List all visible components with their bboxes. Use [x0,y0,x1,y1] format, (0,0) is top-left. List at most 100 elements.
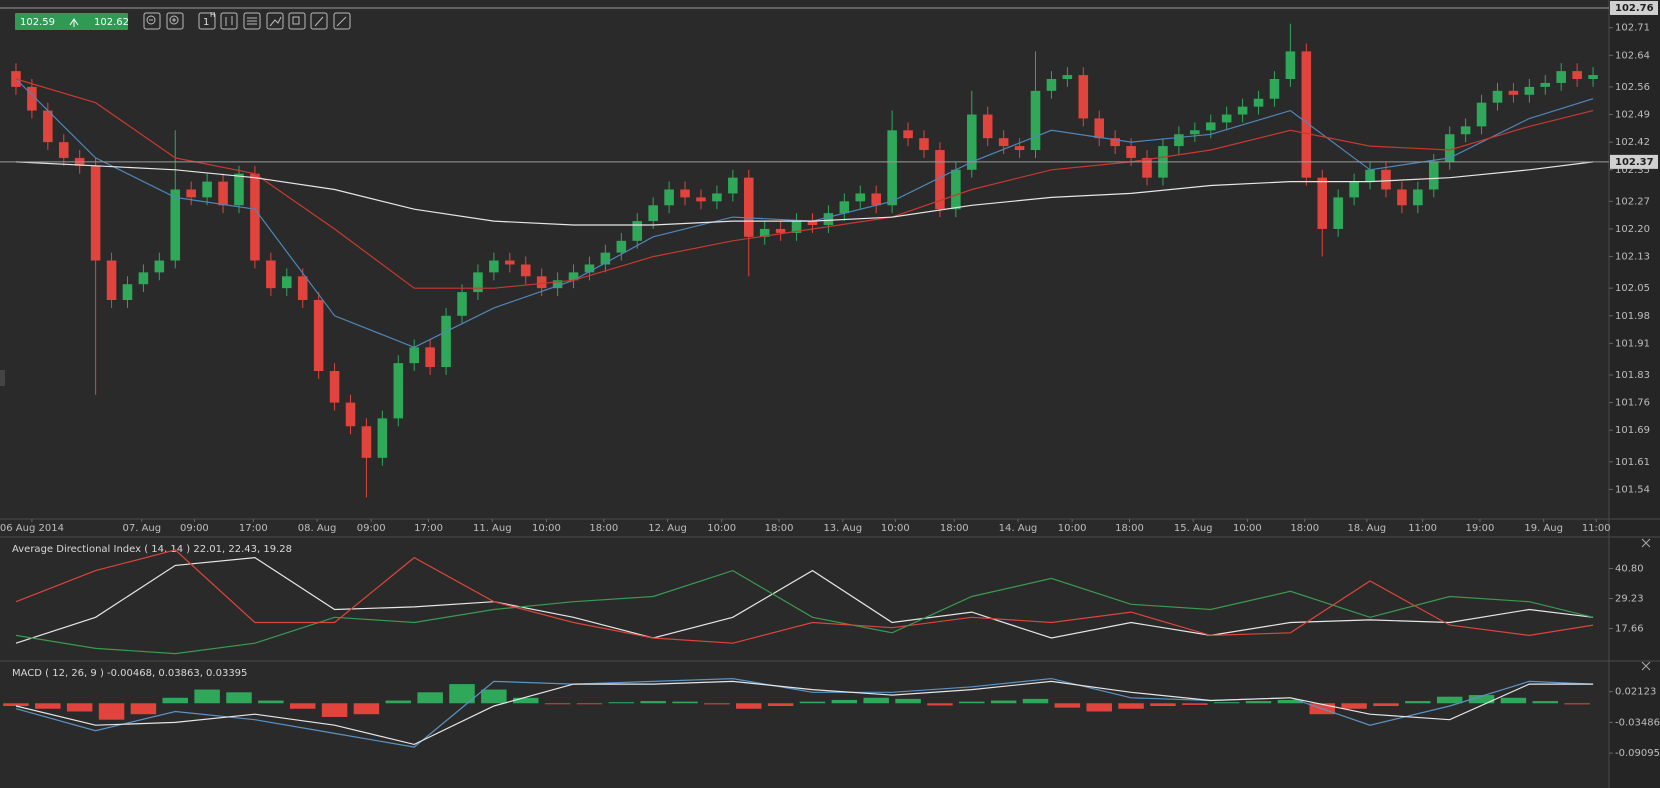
candle-body [1237,106,1248,115]
y-tick-label: 102.42 [1615,137,1650,148]
indicators[interactable] [243,12,261,30]
candle-body [759,228,770,237]
histogram-bar [927,703,953,706]
candle-body [998,138,1009,147]
histogram-bar [194,689,220,704]
candle-body [43,110,53,143]
histogram-bar [1086,703,1112,712]
panel: 101.54 101.61 101.69 101.76 101.83 101.91 101.… [0,0,1658,534]
candle-body [202,181,212,198]
candle-body [1046,79,1057,91]
candle-body [457,292,467,316]
candle-body [743,177,754,237]
zoom-out[interactable] [143,12,161,30]
x-tick-label: 13. Aug [823,523,862,534]
candle-body [951,169,961,210]
y-tick-label: 102.27 [1615,196,1650,207]
candle-body [1110,138,1120,147]
y-tick-label: 101.98 [1615,311,1650,322]
side-handle[interactable] [0,370,5,386]
x-tick-label: 06 Aug 2014 [0,523,64,534]
x-tick-label: 10:00 [1233,523,1262,534]
histogram-bar [959,701,985,704]
candle-body [903,130,913,139]
x-tick-label: 10:00 [707,523,736,534]
histogram-bar [1500,697,1527,704]
histogram-bar [544,703,571,705]
price-marker: 102.37 [1615,157,1654,168]
x-tick-label: 07. Aug [123,523,162,534]
ask: 102.62 [94,17,129,28]
candle-body [648,205,658,222]
x-tick-label: 10:00 [532,523,561,534]
histogram-bar [640,701,666,704]
candle-body [1190,130,1200,135]
pencil[interactable] [333,12,351,30]
candle-body [919,138,929,151]
candle-body [313,299,324,372]
candle-body [441,315,451,368]
candle-body [1301,51,1312,178]
edit[interactable] [310,12,328,30]
histogram-bar [576,703,603,705]
y-tick-label: 102.71 [1615,23,1650,34]
candle-body [967,114,977,170]
y-tick-label: 102.56 [1615,82,1650,93]
candle-body [250,173,260,261]
x-tick-label: 18:00 [940,523,969,534]
histogram-bar [672,701,698,704]
y-tick-label: 101.91 [1615,338,1650,349]
candle-body [1381,169,1391,190]
x-tick-label: 11. Aug [473,523,512,534]
candle-body [887,130,897,206]
arrow-icon [69,18,79,27]
histogram-bar [512,697,539,704]
y-tick-label: 17.66 [1615,624,1644,635]
line [15,549,1594,644]
histogram-bar [289,703,316,709]
candle-body [1428,161,1439,190]
x-tick-label: 11:00 [1408,523,1437,534]
copy[interactable] [288,12,306,30]
candle-body [1205,122,1216,131]
candle-body [1030,90,1041,151]
histogram-bar [767,703,794,707]
candle-body [1333,197,1343,229]
x-tick-label: 12. Aug [648,523,687,534]
candle-body [1572,71,1582,80]
candle-body [297,276,308,300]
y-tick-label: 102.05 [1615,283,1650,294]
candle-body [807,221,818,226]
histogram-bar [1118,703,1144,709]
close-panel[interactable] [1641,661,1651,671]
timeframe-button[interactable] [198,12,216,30]
x-tick-label: 11:00 [1582,523,1611,534]
candle-body [138,272,149,285]
y-tick-label: 40.80 [1615,564,1644,575]
candle-body [90,165,101,261]
candle-body [1508,90,1519,95]
x-tick-label: 18. Aug [1348,523,1387,534]
x-tick-label: 14. Aug [999,523,1038,534]
candle-body [982,114,993,139]
line [15,569,1594,655]
line [15,677,1594,748]
candle-body [1556,71,1566,83]
close-panel[interactable] [1641,538,1651,548]
quote-box[interactable] [15,13,128,30]
histogram-bar [35,703,61,709]
zoom-in[interactable] [166,12,184,30]
draw-tool[interactable] [266,12,284,30]
candle-body [1444,134,1455,162]
candle-body [361,426,372,458]
y-tick-label: 101.54 [1615,484,1650,495]
x-tick-label: 10:00 [1058,523,1087,534]
chart-type[interactable] [220,12,238,30]
histogram-bar [990,700,1017,704]
candle-body [600,252,611,265]
candle-body [823,213,834,226]
histogram-bar [130,703,157,715]
histogram-bar [226,692,252,704]
